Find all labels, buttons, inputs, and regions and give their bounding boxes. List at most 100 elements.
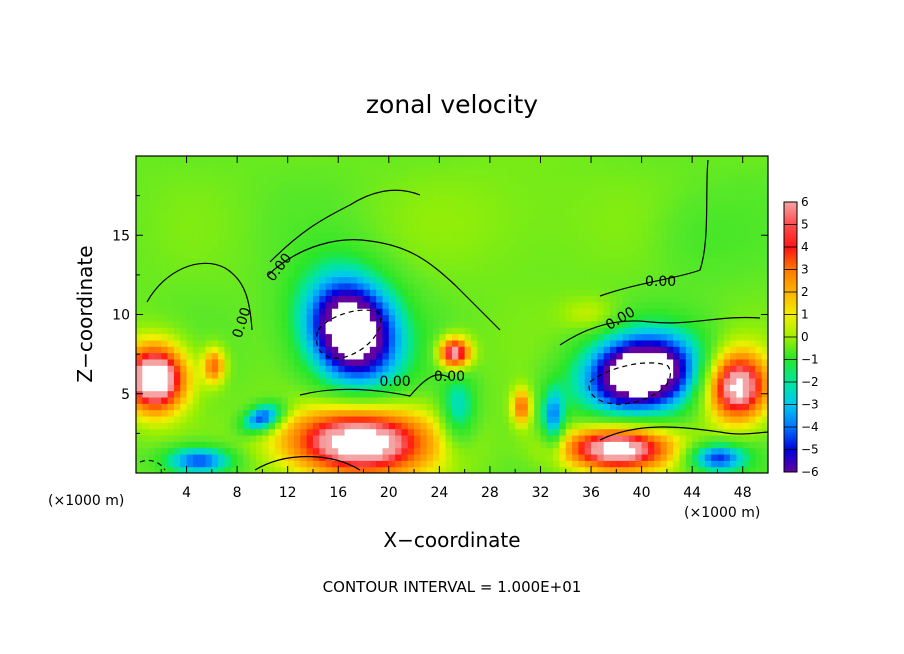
heatmap-cell — [761, 276, 768, 284]
heatmap-cell — [306, 162, 314, 170]
heatmap-cell — [755, 377, 763, 385]
heatmap-cell — [730, 282, 737, 290]
heatmap-cell — [483, 276, 491, 284]
heatmap-cell — [294, 225, 301, 233]
heatmap-cell — [685, 434, 693, 442]
heatmap-cell — [420, 263, 428, 271]
heatmap-cell — [357, 181, 365, 189]
heatmap-cell — [464, 460, 472, 468]
heatmap-cell — [635, 194, 643, 201]
heatmap-cell — [572, 168, 579, 176]
heatmap-cell — [243, 327, 251, 335]
heatmap-cell — [211, 346, 219, 354]
heatmap-cell — [414, 320, 421, 328]
heatmap-cell — [483, 282, 491, 290]
heatmap-cell — [515, 200, 523, 208]
heatmap-cell — [553, 181, 561, 189]
heatmap-cell — [148, 238, 156, 246]
heatmap-cell — [382, 301, 390, 309]
heatmap-cell — [439, 466, 447, 473]
heatmap-cell — [452, 168, 459, 176]
heatmap-cell — [452, 263, 459, 271]
heatmap-cell — [654, 377, 662, 385]
heatmap-cell — [414, 168, 421, 176]
heatmap-cell — [363, 352, 371, 360]
heatmap-cell — [597, 428, 605, 436]
heatmap-cell — [167, 206, 175, 214]
heatmap-cell — [414, 282, 421, 290]
heatmap-cell — [281, 232, 289, 240]
heatmap-cell — [749, 390, 756, 398]
heatmap-cell — [426, 295, 434, 303]
heatmap-cell — [148, 194, 156, 201]
heatmap-cell — [654, 358, 662, 366]
heatmap-cell — [685, 327, 693, 335]
heatmap-cell — [470, 460, 478, 468]
heatmap-cell — [338, 409, 346, 417]
heatmap-cell — [363, 162, 371, 170]
heatmap-cell — [211, 219, 219, 227]
heatmap-cell — [489, 441, 497, 449]
heatmap-cell — [331, 206, 339, 214]
heatmap-cell — [628, 352, 636, 360]
heatmap-cell — [230, 403, 238, 411]
heatmap-cell — [211, 181, 219, 189]
heatmap-cell — [540, 263, 548, 271]
heatmap-cell — [338, 365, 346, 373]
heatmap-cell — [433, 301, 440, 309]
heatmap-cell — [205, 403, 213, 411]
heatmap-cell — [395, 168, 403, 176]
heatmap-cell — [275, 428, 282, 436]
heatmap-cell — [256, 339, 263, 347]
heatmap-cell — [344, 200, 352, 208]
heatmap-cell — [420, 460, 428, 468]
heatmap-cell — [597, 200, 605, 208]
heatmap-cell — [395, 181, 403, 189]
heatmap-cell — [666, 244, 674, 252]
heatmap-cell — [268, 365, 276, 373]
heatmap-cell — [363, 168, 371, 176]
heatmap-cell — [546, 213, 554, 220]
heatmap-cell — [458, 352, 466, 360]
heatmap-cell — [433, 327, 440, 335]
heatmap-cell — [496, 434, 504, 442]
heatmap-cell — [698, 339, 706, 347]
heatmap-cell — [597, 295, 605, 303]
heatmap-cell — [218, 257, 226, 265]
heatmap-cell — [319, 358, 327, 366]
heatmap-cell — [736, 251, 744, 259]
heatmap-cell — [445, 384, 453, 392]
heatmap-cell — [287, 460, 295, 468]
heatmap-cell — [591, 289, 598, 297]
heatmap-cell — [154, 270, 162, 278]
heatmap-cell — [262, 447, 270, 455]
heatmap-cell — [591, 409, 598, 417]
heatmap-cell — [407, 320, 415, 328]
heatmap-cell — [136, 352, 143, 360]
heatmap-cell — [546, 377, 554, 385]
heatmap-cell — [388, 346, 396, 354]
heatmap-cell — [673, 365, 681, 373]
heatmap-cell — [704, 409, 712, 417]
heatmap-cell — [167, 156, 175, 163]
heatmap-cell — [679, 156, 687, 163]
heatmap-cell — [338, 187, 346, 195]
heatmap-cell — [610, 333, 617, 341]
heatmap-cell — [382, 358, 390, 366]
heatmap-cell — [338, 289, 346, 297]
heatmap-cell — [559, 282, 567, 290]
heatmap-cell — [628, 396, 636, 404]
heatmap-cell — [142, 415, 150, 423]
heatmap-cell — [749, 289, 756, 297]
heatmap-cell — [717, 200, 725, 208]
heatmap-cell — [344, 358, 352, 366]
heatmap-cell — [628, 441, 636, 449]
heatmap-cell — [540, 358, 548, 366]
heatmap-cell — [755, 219, 763, 227]
heatmap-cell — [578, 200, 586, 208]
heatmap-cell — [382, 377, 390, 385]
heatmap-cell — [622, 263, 630, 271]
heatmap-cell — [654, 187, 662, 195]
heatmap-cell — [388, 238, 396, 246]
heatmap-cell — [477, 244, 485, 252]
